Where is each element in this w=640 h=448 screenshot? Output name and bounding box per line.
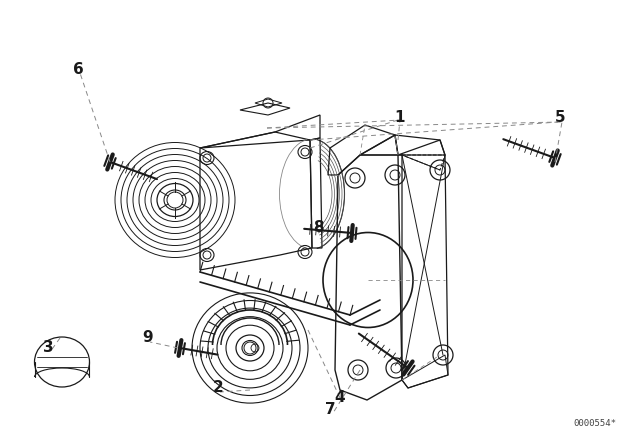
Text: 8: 8 [313,220,323,236]
Text: 3: 3 [43,340,53,356]
Text: 9: 9 [143,331,154,345]
Text: 4: 4 [335,391,346,405]
Text: 7: 7 [324,402,335,418]
Text: 0000554*: 0000554* [573,419,616,428]
Text: 2: 2 [212,380,223,396]
Text: 6: 6 [72,63,83,78]
Text: 5: 5 [555,111,565,125]
Text: 1: 1 [395,111,405,125]
